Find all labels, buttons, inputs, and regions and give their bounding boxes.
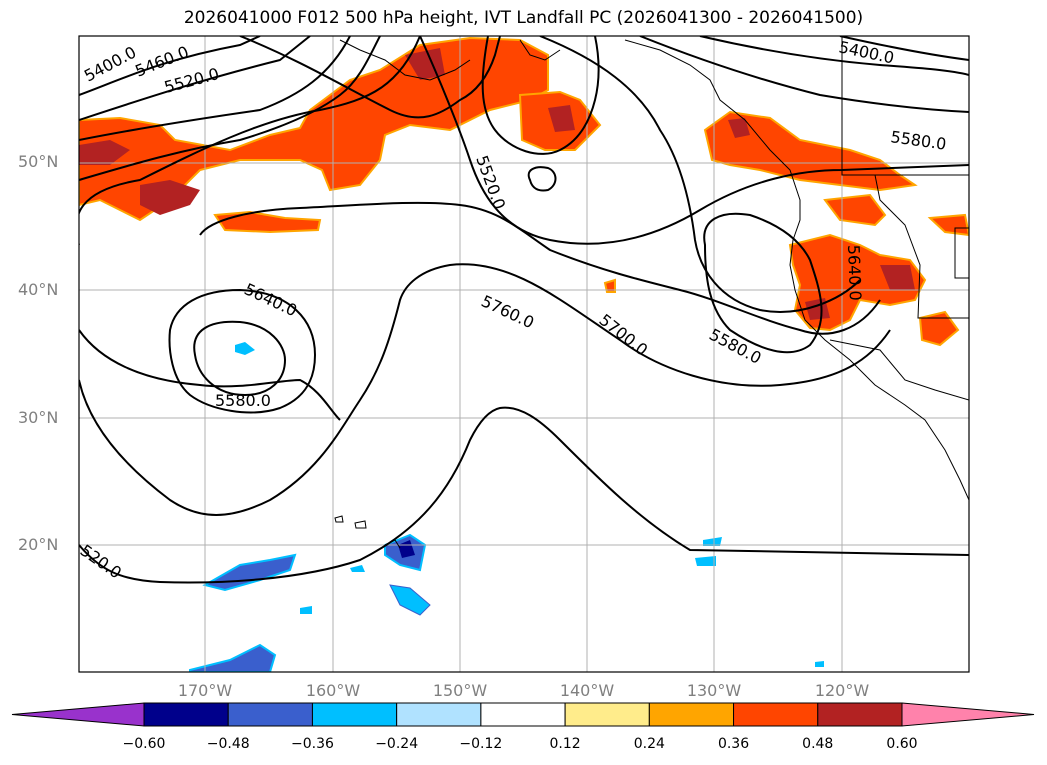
colorbar-bin bbox=[227, 702, 313, 727]
contour-label: 5640.0 bbox=[844, 244, 865, 301]
height-contours bbox=[79, 36, 969, 584]
colorbar-tick-label: 0.12 bbox=[549, 736, 581, 752]
lon-label: 120°W bbox=[814, 681, 870, 700]
lat-label: 50°N bbox=[18, 152, 59, 171]
colorbar-tick-label: −0.24 bbox=[375, 736, 419, 752]
colorbar-tick-label: −0.12 bbox=[459, 736, 503, 752]
lat-label: 30°N bbox=[18, 408, 59, 427]
colorbar-tick-label: −0.48 bbox=[206, 736, 250, 752]
colorbar-bin bbox=[143, 702, 229, 727]
colorbar-tick-label: 0.48 bbox=[802, 736, 834, 752]
lon-label: 140°W bbox=[559, 681, 615, 700]
lat-label: 40°N bbox=[18, 280, 59, 299]
colorbar-bin bbox=[396, 702, 482, 727]
colorbar-extend-high bbox=[901, 702, 1035, 727]
map-plot-area bbox=[79, 36, 969, 672]
colorbar bbox=[11, 702, 1035, 727]
colorbar-bin bbox=[648, 702, 735, 727]
colorbar-bin bbox=[311, 702, 398, 727]
contour-label: 5580.0 bbox=[215, 391, 271, 410]
lat-label: 20°N bbox=[18, 535, 59, 554]
colorbar-tick-label: 0.24 bbox=[633, 736, 665, 752]
lon-label: 160°W bbox=[305, 681, 361, 700]
colorbar-tick-label: 0.36 bbox=[717, 736, 750, 752]
colorbar-tick-label: −0.36 bbox=[290, 736, 334, 752]
coastlines bbox=[334, 36, 969, 549]
map-title: 2026041000 F012 500 hPa height, IVT Land… bbox=[183, 8, 864, 28]
colorbar-bin bbox=[480, 702, 566, 727]
colorbar-bin bbox=[733, 702, 819, 727]
colorbar-extend-low bbox=[11, 702, 145, 727]
lon-label: 170°W bbox=[177, 681, 233, 700]
colorbar-bin bbox=[564, 702, 650, 727]
colorbar-tick-label: −0.60 bbox=[122, 736, 166, 752]
lon-label: 150°W bbox=[432, 681, 488, 700]
lon-label: 130°W bbox=[686, 681, 742, 700]
map-frame bbox=[78, 35, 970, 673]
colorbar-bin bbox=[817, 702, 903, 727]
colorbar-tick-label: 0.60 bbox=[886, 736, 918, 752]
